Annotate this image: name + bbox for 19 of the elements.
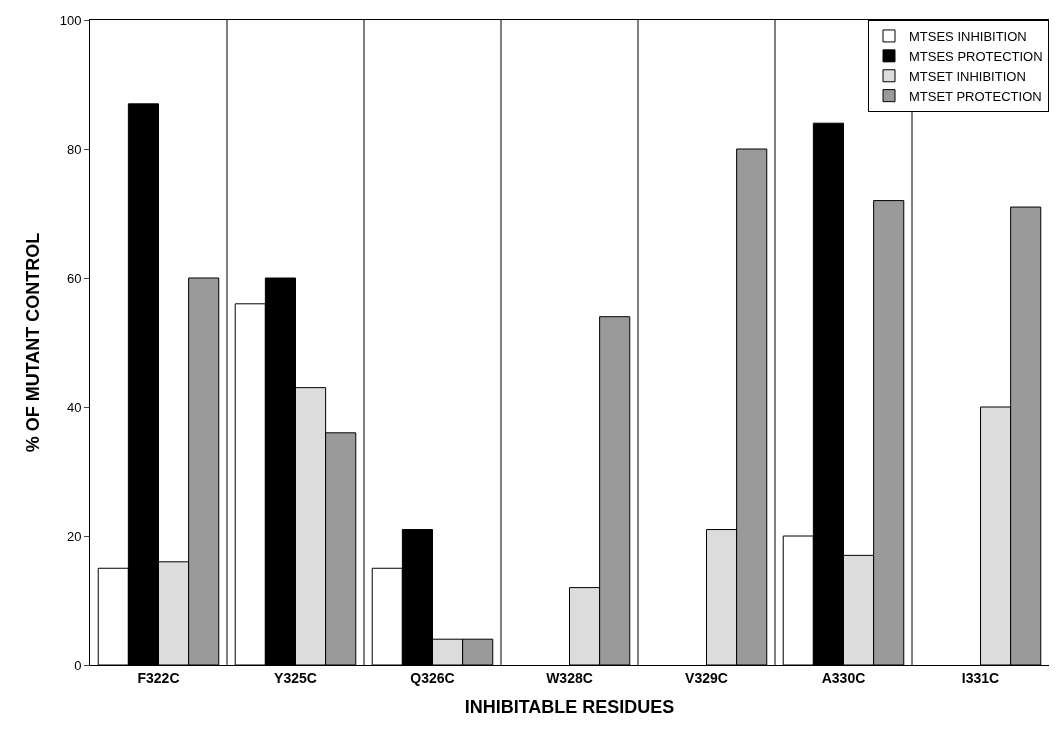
x-tick-label: I331C	[961, 669, 1000, 686]
x-tick-label: F322C	[137, 669, 180, 686]
legend-label: MTSET PROTECTION	[909, 88, 1042, 104]
legend-label: MTSES PROTECTION	[909, 48, 1043, 64]
y-tick-label: 60	[66, 270, 82, 286]
y-tick-label: 100	[59, 12, 82, 28]
y-axis-title: % OF MUTANT CONTROL	[22, 232, 43, 453]
legend-label: MTSET INHIBITION	[909, 68, 1026, 84]
x-tick-label: V329C	[685, 669, 728, 686]
x-tick-label: W328C	[546, 669, 593, 686]
y-tick-label: 40	[66, 399, 82, 415]
x-tick-label: Y325C	[274, 669, 317, 686]
x-tick-label: A330C	[821, 669, 866, 686]
y-tick-label: 20	[66, 528, 82, 544]
y-tick-label: 80	[66, 141, 82, 157]
x-tick-label: Q326C	[410, 669, 455, 686]
x-axis-title: INHIBITABLE RESIDUES	[464, 696, 675, 717]
legend-label: MTSES INHIBITION	[909, 29, 1027, 45]
y-tick-label: 0	[74, 657, 82, 673]
